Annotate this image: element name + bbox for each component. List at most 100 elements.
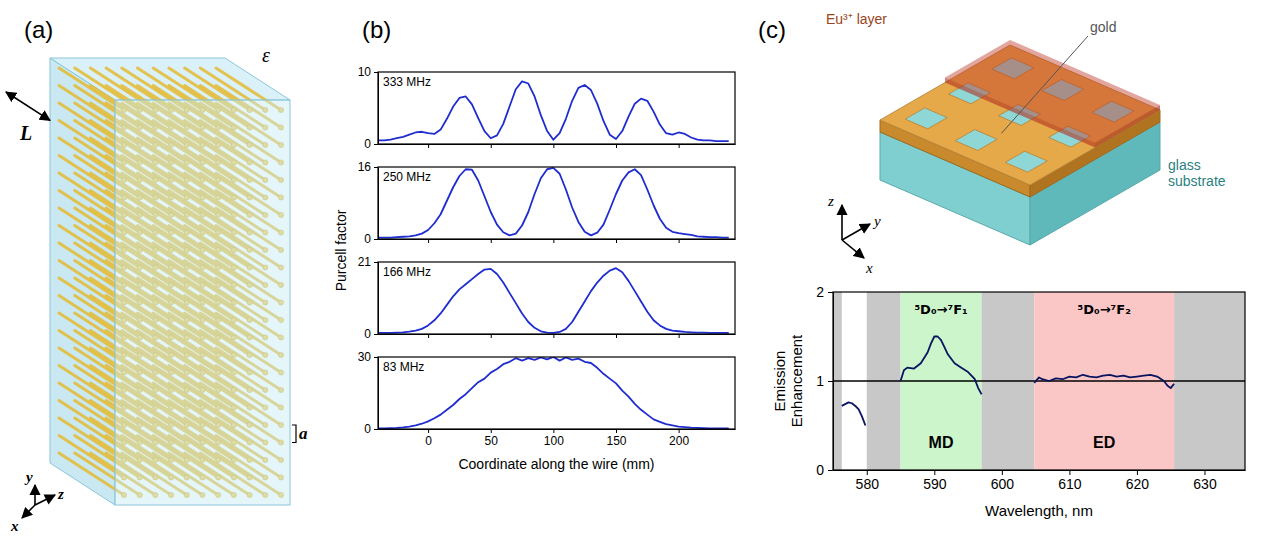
plot-frame	[378, 167, 735, 239]
y-axis-title-line: Emission	[771, 351, 788, 412]
y-tick-label: 10	[358, 65, 372, 79]
x-tick-mark	[616, 239, 617, 243]
x-tick-mark	[934, 470, 935, 475]
y-axis-line	[378, 73, 379, 145]
data-line	[378, 81, 729, 141]
chart: 05010015020003083 MHzCoordinate along th…	[358, 350, 736, 472]
x-tick-mark	[491, 334, 492, 338]
y-axis: 0 16	[358, 160, 379, 246]
y-tick: 1	[816, 373, 833, 389]
x-axis-title: Coordinate along the wire (mm)	[458, 456, 654, 472]
x-tick-label: 630	[1193, 476, 1217, 492]
x-tick: 590	[923, 470, 947, 492]
data-line	[378, 357, 729, 428]
band-title: ⁵D₀→⁷F₁	[914, 302, 967, 317]
x-tick	[616, 334, 617, 338]
axis-arrow	[34, 485, 36, 505]
y-tick-label: 0	[364, 327, 371, 341]
axis-letter: x	[10, 518, 19, 534]
x-tick-mark	[1069, 470, 1070, 475]
y-tick-mark	[374, 334, 378, 335]
y-axis: 0 21	[358, 255, 379, 341]
panel-letter: (c)	[758, 16, 786, 43]
axis-letter: y	[24, 469, 33, 485]
y-tick-label: 0	[364, 422, 371, 436]
x-tick	[491, 239, 492, 243]
y-tick: 21	[358, 255, 378, 269]
y-tick-label: 16	[358, 160, 372, 174]
plot-area	[378, 357, 729, 428]
x-tick-mark	[491, 144, 492, 148]
x-tick-mark	[616, 334, 617, 338]
x-tick-mark	[491, 429, 492, 433]
x-tick-mark	[679, 144, 680, 148]
x-tick-mark	[1137, 470, 1138, 475]
length-label: L	[19, 122, 32, 144]
x-tick: 610	[1058, 470, 1082, 492]
x-tick-mark	[428, 144, 429, 148]
chart: 021166 MHz	[358, 255, 736, 341]
y-tick: 0	[364, 232, 378, 246]
band-title: ⁵D₀→⁷F₂	[1078, 302, 1131, 317]
x-tick-label: 50	[485, 434, 499, 448]
y-tick: 0	[364, 137, 378, 151]
reference-line	[833, 380, 1245, 382]
substrate-label-line: substrate	[1168, 173, 1226, 189]
x-tick	[491, 334, 492, 338]
x-tick-mark	[679, 239, 680, 243]
axis-letter: z	[827, 193, 834, 209]
x-axis-line	[379, 334, 736, 335]
x-tick	[553, 144, 554, 148]
diagram-c: Eu³⁺ layergoldglasssubstratexyz	[826, 11, 1226, 276]
x-axis	[379, 334, 736, 338]
y-tick: 16	[358, 160, 378, 174]
x-tick-label: 610	[1058, 476, 1082, 492]
axis-arrow	[35, 495, 55, 505]
axis-arrow	[842, 224, 870, 240]
x-tick-mark	[679, 334, 680, 338]
y-axis-line	[378, 168, 379, 240]
plot-frame	[378, 262, 735, 334]
y-tick: 30	[358, 350, 378, 364]
y-tick-label: 21	[358, 255, 372, 269]
y-tick-mark	[374, 357, 378, 358]
figure: (a)(b)(c)εLaxyzEu³⁺ layergoldglasssubstr…	[0, 0, 1288, 542]
chart: 0 16 250 MHz	[358, 160, 736, 246]
x-tick-mark	[428, 334, 429, 338]
chart-title: 83 MHz	[383, 360, 424, 374]
x-tick-mark	[553, 429, 554, 433]
x-tick-label: 590	[923, 476, 947, 492]
period-bracket	[292, 425, 296, 443]
x-tick-mark	[616, 144, 617, 148]
x-tick: 100	[544, 429, 564, 448]
chart-title: 250 MHz	[383, 170, 431, 184]
y-axis-line	[378, 358, 379, 430]
x-tick-mark	[491, 239, 492, 243]
plot-frame	[378, 72, 735, 144]
y-tick-label: 0	[364, 232, 371, 246]
x-axis-title: Wavelength, nm	[985, 502, 1093, 519]
y-tick-mark	[828, 381, 833, 382]
x-tick-mark	[553, 334, 554, 338]
x-tick	[679, 334, 680, 338]
x-tick-mark	[679, 429, 680, 433]
y-tick-mark	[374, 262, 378, 263]
y-axis: 0 30	[358, 350, 379, 436]
x-axis-line	[379, 429, 736, 430]
y-axis-line	[378, 263, 379, 335]
substrate-label: glasssubstrate	[1168, 157, 1226, 189]
x-axis-line	[379, 144, 736, 145]
x-tick-label: 600	[991, 476, 1015, 492]
axis-letter: y	[872, 213, 881, 229]
y-tick: 2	[816, 284, 833, 300]
axis-arrow	[841, 205, 843, 240]
box-front	[115, 100, 290, 505]
y-tick: 0	[816, 462, 833, 478]
y-axis-line	[833, 293, 834, 471]
plot-area	[833, 292, 1245, 470]
x-tick-label: 0	[425, 434, 432, 448]
axis-arrow	[842, 240, 864, 258]
data-line	[842, 337, 1174, 426]
band-label: ED	[1093, 434, 1115, 451]
x-tick-label: 200	[669, 434, 689, 448]
